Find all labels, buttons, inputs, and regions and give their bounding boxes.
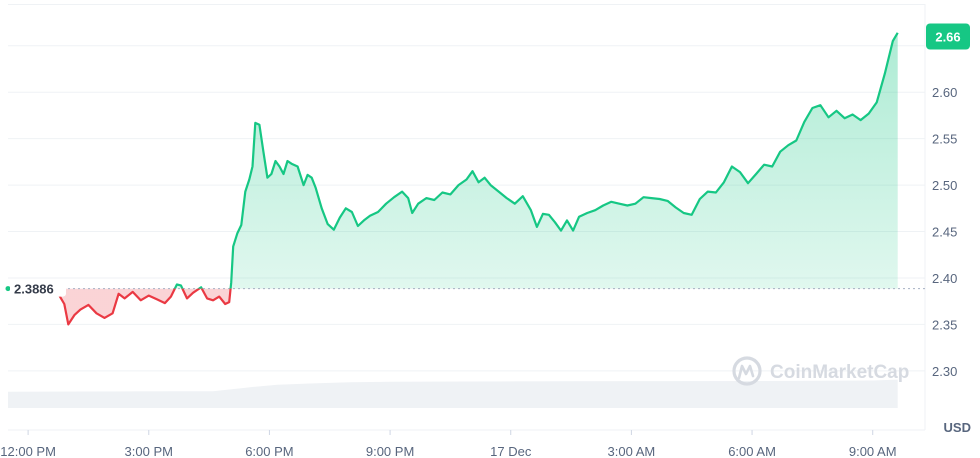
- y-tick-label: 2.50: [932, 178, 957, 193]
- x-tick-label: 6:00 PM: [245, 444, 293, 458]
- y-tick-label: 2.45: [932, 225, 957, 240]
- price-area-fill: [50, 32, 898, 325]
- coinmarketcap-logo-icon: [732, 356, 762, 386]
- watermark-text: CoinMarketCap: [770, 362, 909, 383]
- price-line-down: [49, 288, 232, 326]
- y-tick-label: 2.55: [932, 132, 957, 147]
- current-price-label: 2.66: [935, 30, 960, 45]
- y-axis: 2.30 2.35 2.40 2.45 2.50 2.55 2.60: [932, 85, 957, 379]
- x-tick-label: 3:00 AM: [608, 444, 656, 458]
- reference-price-label: 2.3886: [14, 282, 54, 297]
- y-tick-label: 2.60: [932, 85, 957, 100]
- current-price-badge-bg: [926, 23, 970, 50]
- x-axis: 12:00 PM 3:00 PM 6:00 PM 9:00 PM 17 Dec 3:00 …: [0, 430, 897, 458]
- price-line: [49, 32, 899, 326]
- volume-area: [8, 379, 898, 408]
- y-tick-label: 2.30: [932, 364, 957, 379]
- coinmarketcap-watermark: CoinMarketCap: [732, 356, 909, 386]
- x-tick-label: 12:00 PM: [0, 444, 56, 458]
- price-line-up: [50, 32, 899, 289]
- y-tick-label: 2.35: [932, 317, 957, 332]
- x-tick-label: 9:00 PM: [366, 444, 414, 458]
- reference-price-tag: 2.3886: [5, 278, 66, 297]
- currency-label: USD: [944, 420, 971, 435]
- x-tick-label: 6:00 AM: [728, 444, 776, 458]
- price-area-down: [50, 288, 898, 325]
- x-tick-label: 3:00 PM: [125, 444, 173, 458]
- price-area-up: [174, 32, 898, 289]
- reference-label-bg: [10, 278, 66, 297]
- current-price-badge: 2.66: [926, 23, 970, 50]
- volume-area-shape: [8, 379, 898, 408]
- y-tick-label: 2.40: [932, 271, 957, 286]
- x-tick-label: 9:00 AM: [849, 444, 897, 458]
- reference-dot: [5, 286, 11, 292]
- x-tick-label: 17 Dec: [490, 444, 532, 458]
